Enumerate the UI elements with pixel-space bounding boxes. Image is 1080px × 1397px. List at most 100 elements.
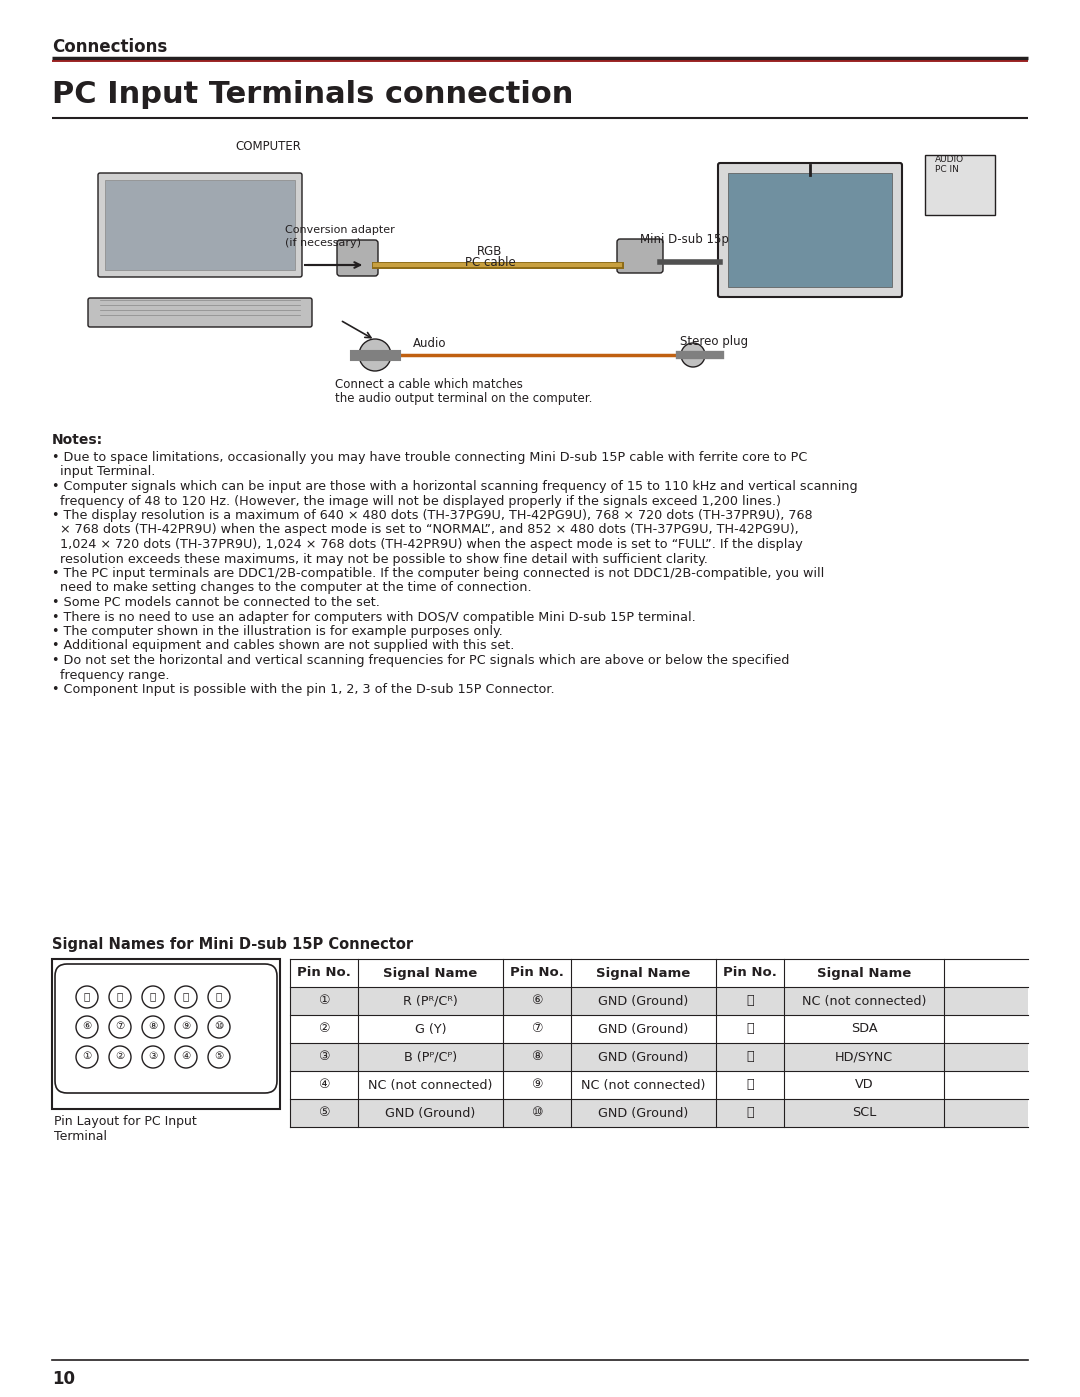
Text: • The computer shown in the illustration is for example purposes only.: • The computer shown in the illustration… bbox=[52, 624, 503, 638]
Text: Signal Name: Signal Name bbox=[383, 967, 477, 979]
Text: Pin No.: Pin No. bbox=[297, 967, 351, 979]
Text: • There is no need to use an adapter for computers with DOS/V compatible Mini D-: • There is no need to use an adapter for… bbox=[52, 610, 696, 623]
Text: • The display resolution is a maximum of 640 × 480 dots (TH-37PG9U, TH-42PG9U), : • The display resolution is a maximum of… bbox=[52, 509, 812, 522]
Text: ⑭: ⑭ bbox=[746, 1078, 754, 1091]
Text: SCL: SCL bbox=[852, 1106, 876, 1119]
Text: • Do not set the horizontal and vertical scanning frequencies for PC signals whi: • Do not set the horizontal and vertical… bbox=[52, 654, 789, 666]
FancyBboxPatch shape bbox=[52, 958, 280, 1109]
Circle shape bbox=[175, 1016, 197, 1038]
Circle shape bbox=[208, 986, 230, 1009]
Text: R (Pᴿ/Cᴿ): R (Pᴿ/Cᴿ) bbox=[403, 995, 458, 1007]
Text: Stereo plug: Stereo plug bbox=[680, 335, 748, 348]
Text: ⑬: ⑬ bbox=[746, 1051, 754, 1063]
Circle shape bbox=[208, 1016, 230, 1038]
Text: ⑮: ⑮ bbox=[216, 990, 222, 1002]
Circle shape bbox=[175, 986, 197, 1009]
Text: ⑤: ⑤ bbox=[214, 1051, 224, 1060]
Text: G (Y): G (Y) bbox=[415, 1023, 446, 1035]
Circle shape bbox=[76, 986, 98, 1009]
Text: Pin No.: Pin No. bbox=[510, 967, 564, 979]
Text: B (Pᴾ/Cᴾ): B (Pᴾ/Cᴾ) bbox=[404, 1051, 457, 1063]
Text: PC Input Terminals connection: PC Input Terminals connection bbox=[52, 80, 573, 109]
Text: ⑦: ⑦ bbox=[531, 1023, 542, 1035]
Text: • Additional equipment and cables shown are not supplied with this set.: • Additional equipment and cables shown … bbox=[52, 640, 514, 652]
Text: frequency range.: frequency range. bbox=[52, 669, 170, 682]
Bar bbox=[291, 1099, 1028, 1127]
Text: NC (not connected): NC (not connected) bbox=[368, 1078, 492, 1091]
Text: ⑥: ⑥ bbox=[531, 995, 542, 1007]
Text: the audio output terminal on the computer.: the audio output terminal on the compute… bbox=[335, 393, 592, 405]
Text: ⑨: ⑨ bbox=[181, 1021, 191, 1031]
FancyBboxPatch shape bbox=[55, 964, 276, 1092]
Text: ⑮: ⑮ bbox=[746, 1106, 754, 1119]
Text: PC cable: PC cable bbox=[464, 256, 515, 270]
Text: Pin Layout for PC Input
Terminal: Pin Layout for PC Input Terminal bbox=[54, 1115, 197, 1143]
Circle shape bbox=[141, 1046, 164, 1067]
Text: COMPUTER: COMPUTER bbox=[235, 140, 301, 154]
Text: GND (Ground): GND (Ground) bbox=[386, 1106, 475, 1119]
Text: ③: ③ bbox=[148, 1051, 158, 1060]
Text: Notes:: Notes: bbox=[52, 433, 103, 447]
Text: need to make setting changes to the computer at the time of connection.: need to make setting changes to the comp… bbox=[52, 581, 531, 595]
Circle shape bbox=[109, 1046, 131, 1067]
Circle shape bbox=[76, 1046, 98, 1067]
Text: ⑥: ⑥ bbox=[82, 1021, 92, 1031]
Circle shape bbox=[175, 1046, 197, 1067]
Text: • Component Input is possible with the pin 1, 2, 3 of the D-sub 15P Connector.: • Component Input is possible with the p… bbox=[52, 683, 555, 696]
Text: ⑩: ⑩ bbox=[214, 1021, 224, 1031]
Text: ⑧: ⑧ bbox=[148, 1021, 158, 1031]
Text: GND (Ground): GND (Ground) bbox=[598, 995, 689, 1007]
FancyBboxPatch shape bbox=[617, 239, 663, 272]
Text: input Terminal.: input Terminal. bbox=[52, 465, 156, 479]
Circle shape bbox=[681, 344, 705, 367]
Text: GND (Ground): GND (Ground) bbox=[598, 1106, 689, 1119]
FancyBboxPatch shape bbox=[105, 180, 295, 270]
Text: NC (not connected): NC (not connected) bbox=[581, 1078, 705, 1091]
Circle shape bbox=[141, 1016, 164, 1038]
FancyBboxPatch shape bbox=[337, 240, 378, 277]
Text: AUDIO: AUDIO bbox=[935, 155, 964, 163]
Text: 1,024 × 720 dots (TH-37PR9U), 1,024 × 768 dots (TH-42PR9U) when the aspect mode : 1,024 × 720 dots (TH-37PR9U), 1,024 × 76… bbox=[52, 538, 802, 550]
Circle shape bbox=[109, 1016, 131, 1038]
Text: • Due to space limitations, occasionally you may have trouble connecting Mini D-: • Due to space limitations, occasionally… bbox=[52, 451, 808, 464]
Text: NC (not connected): NC (not connected) bbox=[801, 995, 927, 1007]
Text: ⑪: ⑪ bbox=[746, 995, 754, 1007]
Text: ⑫: ⑫ bbox=[746, 1023, 754, 1035]
Text: ②: ② bbox=[116, 1051, 124, 1060]
Text: PC IN: PC IN bbox=[935, 165, 959, 175]
Text: ⑬: ⑬ bbox=[150, 990, 157, 1002]
Text: RGB: RGB bbox=[477, 244, 502, 258]
Circle shape bbox=[208, 1046, 230, 1067]
Text: ⑦: ⑦ bbox=[116, 1021, 124, 1031]
FancyBboxPatch shape bbox=[728, 173, 892, 286]
Text: GND (Ground): GND (Ground) bbox=[598, 1023, 689, 1035]
Text: resolution exceeds these maximums, it may not be possible to show fine detail wi: resolution exceeds these maximums, it ma… bbox=[52, 552, 707, 566]
Text: Connections: Connections bbox=[52, 38, 167, 56]
Circle shape bbox=[76, 1016, 98, 1038]
Circle shape bbox=[141, 986, 164, 1009]
Text: Signal Names for Mini D-sub 15P Connector: Signal Names for Mini D-sub 15P Connecto… bbox=[52, 937, 414, 951]
FancyBboxPatch shape bbox=[924, 155, 995, 215]
Text: ①: ① bbox=[319, 995, 329, 1007]
Text: Mini D-sub 15p: Mini D-sub 15p bbox=[640, 233, 729, 246]
Text: ⑭: ⑭ bbox=[183, 990, 189, 1002]
Text: Connect a cable which matches: Connect a cable which matches bbox=[335, 379, 523, 391]
Text: • Some PC models cannot be connected to the set.: • Some PC models cannot be connected to … bbox=[52, 597, 380, 609]
FancyBboxPatch shape bbox=[87, 298, 312, 327]
Text: • Computer signals which can be input are those with a horizontal scanning frequ: • Computer signals which can be input ar… bbox=[52, 481, 858, 493]
FancyBboxPatch shape bbox=[98, 173, 302, 277]
Text: ⑨: ⑨ bbox=[531, 1078, 542, 1091]
Text: SDA: SDA bbox=[851, 1023, 877, 1035]
Text: • The PC input terminals are DDC1/2B-compatible. If the computer being connected: • The PC input terminals are DDC1/2B-com… bbox=[52, 567, 824, 580]
Text: Signal Name: Signal Name bbox=[816, 967, 912, 979]
Text: ③: ③ bbox=[319, 1051, 329, 1063]
Text: ④: ④ bbox=[181, 1051, 191, 1060]
Text: GND (Ground): GND (Ground) bbox=[598, 1051, 689, 1063]
Text: Signal Name: Signal Name bbox=[596, 967, 690, 979]
Text: Pin No.: Pin No. bbox=[724, 967, 777, 979]
Text: × 768 dots (TH-42PR9U) when the aspect mode is set to “NORMAL”, and 852 × 480 do: × 768 dots (TH-42PR9U) when the aspect m… bbox=[52, 524, 799, 536]
Text: ⑧: ⑧ bbox=[531, 1051, 542, 1063]
Bar bbox=[291, 1044, 1028, 1071]
Text: ⑩: ⑩ bbox=[531, 1106, 542, 1119]
Text: ④: ④ bbox=[319, 1078, 329, 1091]
